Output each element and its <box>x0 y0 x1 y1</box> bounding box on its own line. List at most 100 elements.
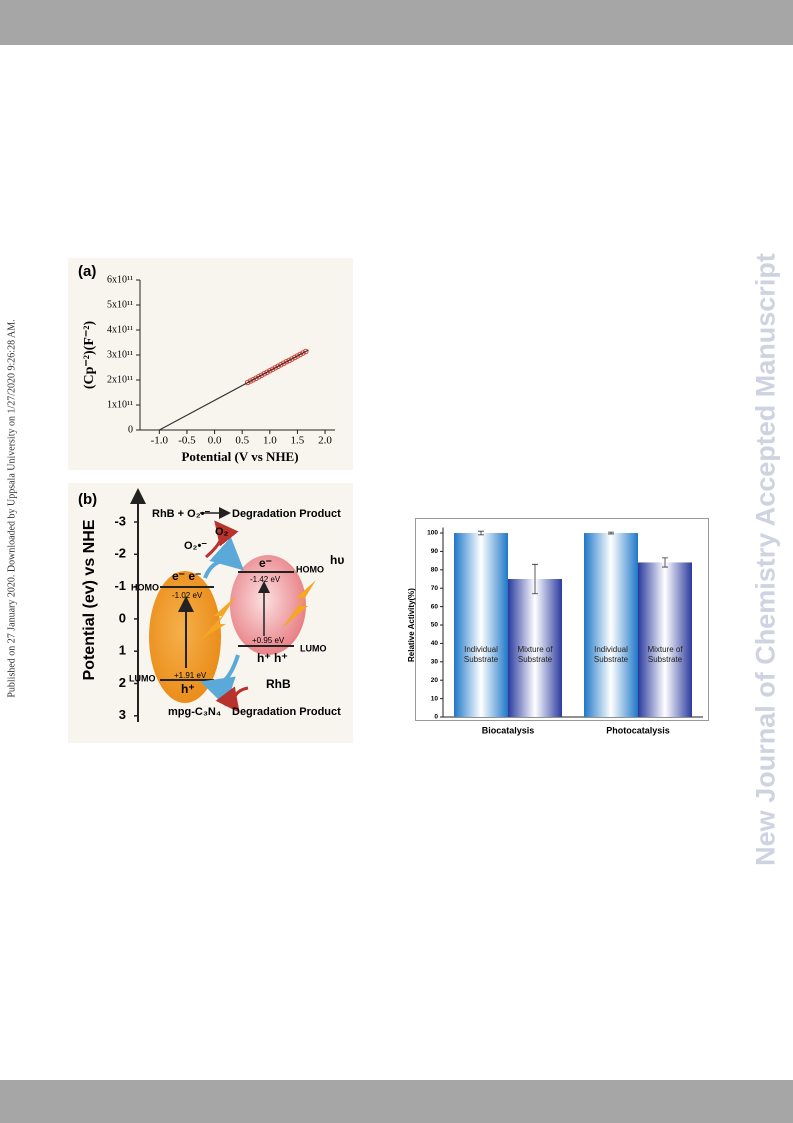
data-point <box>267 367 273 374</box>
footer-bar <box>0 1080 793 1123</box>
data-point <box>247 378 254 384</box>
electron: e⁻ <box>259 556 272 570</box>
lumo-label: LUMO <box>129 673 156 683</box>
watermark: New Journal of Chemistry Accepted Manusc… <box>750 253 781 866</box>
x-tick-label: Photocatalysis <box>606 725 670 735</box>
y-tick-label: 5x10¹¹ <box>107 299 133 310</box>
y-tick-label: 60 <box>431 603 439 610</box>
data-point <box>289 356 295 362</box>
y-axis-label: (Cp⁻²)(F⁻²) <box>82 321 97 390</box>
panel-label: (a) <box>78 263 96 280</box>
y-tick-label: 30 <box>431 659 439 666</box>
semiconductor-pink <box>230 555 306 655</box>
x-tick-label: Biocatalysis <box>482 725 535 735</box>
y-tick-label: 2x10¹¹ <box>107 374 133 385</box>
hole: h⁺ <box>181 682 195 696</box>
rhb-label: RhB <box>266 677 291 691</box>
data-point <box>275 363 281 370</box>
homo-value: -1.42 eV <box>250 575 281 584</box>
axis-title: Potential (ev) vs NHE <box>81 519 98 680</box>
axis-tick-label: -1 <box>114 578 126 593</box>
data-point <box>272 364 279 371</box>
axis-tick-label: 1 <box>119 643 126 658</box>
bar <box>454 533 508 717</box>
x-tick-label: 0.0 <box>208 435 222 447</box>
bar-label: Mixture of Substrate <box>647 645 683 664</box>
axis-tick-label: 2 <box>119 675 126 690</box>
data-point <box>269 366 276 373</box>
electrons: e⁻ e⁻ <box>172 569 201 583</box>
o2-text: O₂ <box>215 526 229 538</box>
holes: h⁺ h⁺ <box>257 651 288 665</box>
semiconductor-name: mpg-C₃N₄ <box>168 706 221 718</box>
data-point <box>255 373 262 380</box>
data-point <box>283 358 290 365</box>
data-point <box>250 376 257 383</box>
y-tick-label: 6x10¹¹ <box>107 274 133 285</box>
homo-label: HOMO <box>131 582 159 592</box>
x-tick-label: 1.5 <box>291 435 305 447</box>
panel-label: (b) <box>78 491 97 508</box>
x-tick-label: 1.0 <box>263 435 277 447</box>
axis-tick-label: -3 <box>114 513 126 528</box>
side-note: Published on 27 January 2020. Downloaded… <box>6 319 18 698</box>
data-point <box>264 369 270 376</box>
transfer-arrow <box>200 654 240 707</box>
error-bar <box>532 563 538 595</box>
data-point <box>261 370 268 377</box>
y-tick-label: 90 <box>431 548 439 555</box>
error-bar <box>478 530 484 536</box>
y-tick-label: 20 <box>431 677 439 684</box>
y-tick-label: 10 <box>431 695 439 702</box>
lumo-value: +0.95 eV <box>252 636 285 645</box>
x-tick-label: -1.0 <box>151 435 169 447</box>
error-bar <box>662 557 668 568</box>
data-point <box>286 357 292 364</box>
data-point <box>300 350 306 356</box>
axis-tick-label: -2 <box>114 546 126 561</box>
x-axis-label: Potential (V vs NHE) <box>181 449 298 464</box>
light-bolt <box>282 580 316 628</box>
reaction-arrow <box>215 686 249 713</box>
y-tick-label: 40 <box>431 640 439 647</box>
y-tick-label: 3x10¹¹ <box>107 349 133 360</box>
product-text: Degradation Product <box>232 706 341 718</box>
bar-label: Individual Substrate <box>463 645 499 664</box>
y-axis-label: Relative Activity(%) <box>407 588 416 662</box>
bar <box>584 533 638 717</box>
data-point <box>302 348 309 355</box>
diagram-b: (b) Potential (ev) vs NHE -3 -2 -1 0 1 2 3 RhB… <box>68 483 353 743</box>
error-bar <box>608 531 614 535</box>
fit-line <box>159 349 309 431</box>
data-point <box>258 372 265 379</box>
bar-label: Individual Substrate <box>593 645 629 664</box>
light-label: hυ <box>330 553 344 567</box>
chart-c: Relative Activity(%) 0 10 20 30 40 50 60 70 80 90… <box>407 518 709 735</box>
reaction-arrow <box>205 520 239 559</box>
data-point <box>244 379 251 386</box>
homo-value: -1.02 eV <box>172 591 203 600</box>
bar <box>638 562 692 717</box>
o2-radical-text: O₂•⁻ <box>184 540 207 552</box>
header-bar <box>0 0 793 45</box>
data-point <box>253 375 259 382</box>
x-tick-label: 0.5 <box>235 435 249 447</box>
transfer-arrow <box>203 537 244 579</box>
lumo-label: LUMO <box>300 643 327 653</box>
y-tick-label: 50 <box>431 622 439 629</box>
y-tick-label: 4x10¹¹ <box>107 324 133 335</box>
x-tick-label: 2.0 <box>318 435 332 447</box>
y-tick-label: 100 <box>427 530 438 537</box>
panel-bg <box>68 258 353 470</box>
lumo-value: +1.91 eV <box>174 671 207 680</box>
data-point <box>291 354 298 361</box>
light-bolt <box>200 596 236 640</box>
y-tick-label: 80 <box>431 567 439 574</box>
chart-a: (a) Potential (V vs NHE) (Cp⁻²)(F⁻²) -1.… <box>68 258 353 470</box>
bar-label-box: Mixture of Substrate <box>517 645 552 664</box>
bar <box>508 579 562 717</box>
bar-label-box: Mixture of Substrate <box>647 645 683 664</box>
bar-label-box: Individual Substrate <box>463 645 499 664</box>
y-tick-label: 1x10¹¹ <box>107 399 133 410</box>
